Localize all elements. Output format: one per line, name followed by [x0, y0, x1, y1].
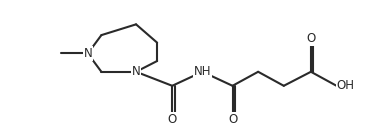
Text: O: O [306, 32, 315, 45]
Text: N: N [132, 65, 140, 78]
Text: O: O [228, 113, 237, 126]
Text: NH: NH [194, 65, 211, 78]
Text: O: O [168, 113, 177, 126]
Text: OH: OH [336, 79, 354, 92]
Text: N: N [84, 47, 92, 60]
